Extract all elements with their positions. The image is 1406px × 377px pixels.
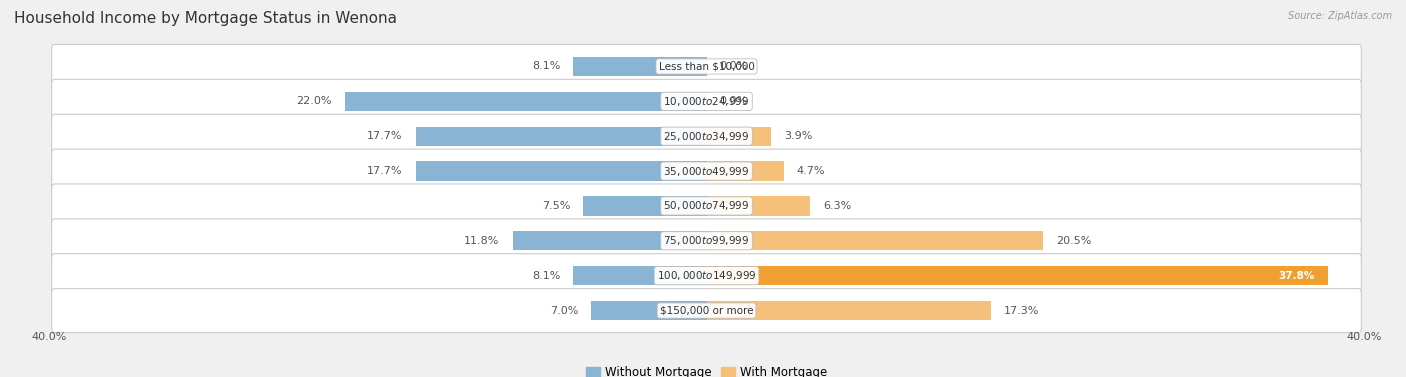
Text: 11.8%: 11.8% (464, 236, 499, 246)
Text: $10,000 to $24,999: $10,000 to $24,999 (664, 95, 749, 108)
Bar (707, 266, 1327, 285)
Bar (707, 231, 1043, 250)
FancyBboxPatch shape (52, 184, 1361, 228)
Text: 17.3%: 17.3% (1004, 305, 1039, 316)
Text: $50,000 to $74,999: $50,000 to $74,999 (664, 199, 749, 212)
Text: 37.8%: 37.8% (1278, 271, 1315, 281)
Text: $150,000 or more: $150,000 or more (659, 305, 754, 316)
Text: Household Income by Mortgage Status in Wenona: Household Income by Mortgage Status in W… (14, 11, 396, 26)
Text: 8.1%: 8.1% (531, 271, 560, 281)
Bar (592, 301, 707, 320)
FancyBboxPatch shape (52, 149, 1361, 193)
Bar (416, 127, 707, 146)
Text: 7.5%: 7.5% (541, 201, 569, 211)
FancyBboxPatch shape (52, 254, 1361, 298)
Text: 17.7%: 17.7% (367, 166, 402, 176)
Bar (707, 196, 810, 216)
Bar (574, 57, 707, 76)
Text: $75,000 to $99,999: $75,000 to $99,999 (664, 234, 749, 247)
Text: 8.1%: 8.1% (531, 61, 560, 72)
Text: Less than $10,000: Less than $10,000 (658, 61, 755, 72)
Text: 20.5%: 20.5% (1056, 236, 1092, 246)
Bar (513, 231, 707, 250)
Text: 22.0%: 22.0% (297, 96, 332, 106)
Text: $25,000 to $34,999: $25,000 to $34,999 (664, 130, 749, 143)
FancyBboxPatch shape (52, 44, 1361, 89)
Legend: Without Mortgage, With Mortgage: Without Mortgage, With Mortgage (581, 361, 832, 377)
Text: 0.0%: 0.0% (720, 96, 748, 106)
Bar (344, 92, 707, 111)
Text: 3.9%: 3.9% (783, 131, 813, 141)
Text: 6.3%: 6.3% (823, 201, 852, 211)
FancyBboxPatch shape (52, 114, 1361, 158)
Bar (707, 301, 991, 320)
Bar (583, 196, 707, 216)
Bar (416, 161, 707, 181)
Text: Source: ZipAtlas.com: Source: ZipAtlas.com (1288, 11, 1392, 21)
Text: $35,000 to $49,999: $35,000 to $49,999 (664, 165, 749, 178)
Text: 0.0%: 0.0% (720, 61, 748, 72)
Bar (707, 127, 770, 146)
FancyBboxPatch shape (52, 219, 1361, 263)
Text: $100,000 to $149,999: $100,000 to $149,999 (657, 269, 756, 282)
FancyBboxPatch shape (52, 288, 1361, 333)
Text: 7.0%: 7.0% (550, 305, 578, 316)
Text: 4.7%: 4.7% (797, 166, 825, 176)
FancyBboxPatch shape (52, 79, 1361, 123)
Bar (574, 266, 707, 285)
Text: 17.7%: 17.7% (367, 131, 402, 141)
Bar (707, 161, 783, 181)
